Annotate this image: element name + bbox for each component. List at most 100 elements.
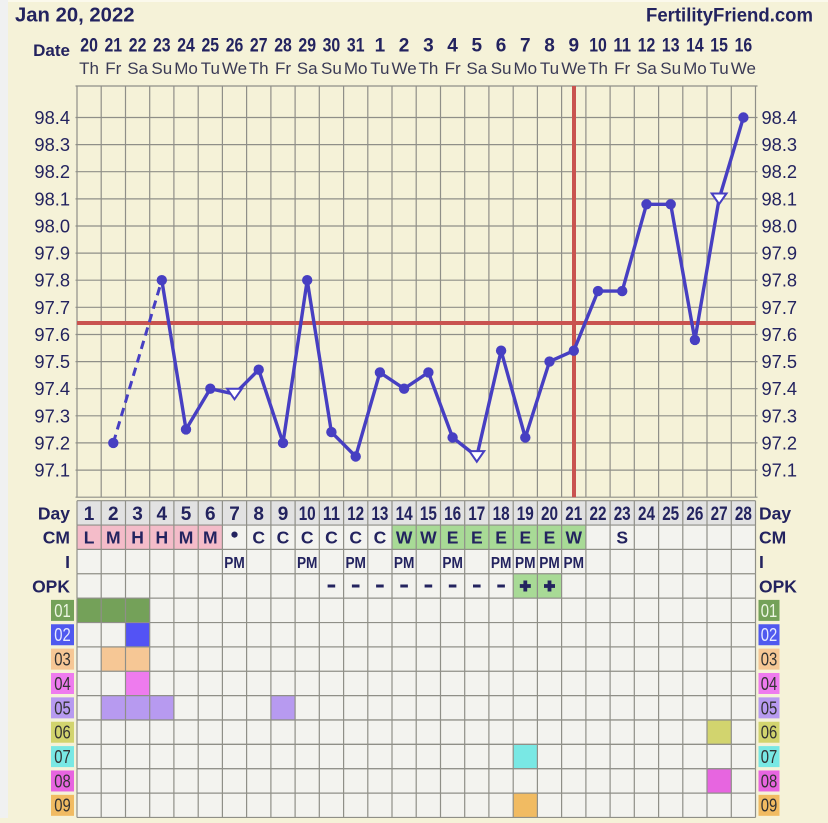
svg-text:Tu: Tu <box>201 59 220 78</box>
svg-text:Sa: Sa <box>297 59 318 78</box>
svg-text:E: E <box>519 528 531 548</box>
svg-text:C: C <box>252 528 265 548</box>
svg-text:31: 31 <box>347 36 365 57</box>
svg-text:C: C <box>374 528 387 548</box>
svg-text:21: 21 <box>565 504 582 525</box>
svg-text:M: M <box>106 528 121 548</box>
svg-text:25: 25 <box>202 36 220 57</box>
svg-text:97.5: 97.5 <box>34 351 70 372</box>
svg-text:Day: Day <box>759 503 791 523</box>
svg-text:Tu: Tu <box>709 59 728 78</box>
svg-text:20: 20 <box>80 36 98 57</box>
svg-text:Tu: Tu <box>370 59 389 78</box>
svg-text:97.6: 97.6 <box>762 324 798 345</box>
svg-text:97.7: 97.7 <box>762 297 798 318</box>
svg-text:19: 19 <box>517 504 534 525</box>
svg-text:01: 01 <box>54 601 71 621</box>
svg-text:PM: PM <box>442 555 463 572</box>
svg-text:6: 6 <box>205 504 216 525</box>
svg-text:97.1: 97.1 <box>34 460 70 481</box>
svg-text:24: 24 <box>177 36 195 57</box>
svg-text:7: 7 <box>520 36 531 57</box>
svg-text:98.4: 98.4 <box>762 107 798 128</box>
svg-text:Th: Th <box>79 59 99 78</box>
svg-text:97.8: 97.8 <box>34 270 70 291</box>
svg-text:L: L <box>84 528 95 548</box>
svg-text:OPK: OPK <box>759 576 797 596</box>
svg-text:Fr: Fr <box>445 59 461 78</box>
svg-text:97.4: 97.4 <box>34 378 70 399</box>
svg-text:M: M <box>179 528 194 548</box>
svg-text:12: 12 <box>638 36 656 57</box>
svg-text:27: 27 <box>250 36 268 57</box>
svg-text:21: 21 <box>105 36 123 57</box>
svg-text:Th: Th <box>588 59 608 78</box>
svg-text:Sa: Sa <box>127 59 148 78</box>
svg-text:M: M <box>203 528 218 548</box>
svg-text:Mo: Mo <box>174 59 198 78</box>
svg-text:97.5: 97.5 <box>762 351 798 372</box>
svg-text:02: 02 <box>54 625 71 645</box>
svg-text:5: 5 <box>472 36 483 57</box>
svg-text:97.9: 97.9 <box>762 243 798 264</box>
svg-text:97.9: 97.9 <box>34 243 70 264</box>
svg-text:Mo: Mo <box>344 59 368 78</box>
svg-text:Fr: Fr <box>275 59 291 78</box>
svg-text:05: 05 <box>54 698 71 718</box>
svg-text:07: 07 <box>761 747 778 767</box>
svg-text:Mo: Mo <box>683 59 707 78</box>
svg-text:PM: PM <box>297 555 318 572</box>
svg-text:Tu: Tu <box>540 59 559 78</box>
svg-text:05: 05 <box>761 698 778 718</box>
svg-text:Day: Day <box>38 503 70 523</box>
svg-text:98.1: 98.1 <box>34 188 70 209</box>
svg-text:PM: PM <box>564 555 585 572</box>
svg-text:C: C <box>277 528 290 548</box>
svg-text:25: 25 <box>662 504 679 525</box>
svg-text:06: 06 <box>54 723 71 743</box>
svg-text:PM: PM <box>345 555 366 572</box>
svg-text:1: 1 <box>375 36 386 57</box>
svg-text:13: 13 <box>371 504 388 525</box>
svg-text:I: I <box>759 552 764 572</box>
svg-text:18: 18 <box>493 504 510 525</box>
svg-text:09: 09 <box>761 796 778 816</box>
svg-text:8: 8 <box>253 504 264 525</box>
svg-text:98.3: 98.3 <box>34 134 70 155</box>
svg-text:28: 28 <box>735 504 752 525</box>
svg-text:PM: PM <box>491 555 512 572</box>
svg-text:E: E <box>447 528 459 548</box>
svg-text:E: E <box>471 528 483 548</box>
svg-text:Mo: Mo <box>513 59 537 78</box>
svg-text:02: 02 <box>761 625 778 645</box>
svg-text:4: 4 <box>157 504 168 525</box>
svg-text:W: W <box>566 528 583 548</box>
svg-text:H: H <box>131 528 144 548</box>
svg-text:14: 14 <box>686 36 704 57</box>
svg-text:30: 30 <box>323 36 341 57</box>
svg-text:9: 9 <box>278 504 289 525</box>
svg-text:08: 08 <box>761 771 778 791</box>
svg-text:04: 04 <box>54 674 71 694</box>
svg-text:OPK: OPK <box>32 576 70 596</box>
svg-text:Date: Date <box>33 41 70 60</box>
svg-text:26: 26 <box>226 36 244 57</box>
svg-text:10: 10 <box>589 36 607 57</box>
svg-text:22: 22 <box>590 504 607 525</box>
svg-text:98.0: 98.0 <box>762 216 798 237</box>
svg-text:CM: CM <box>759 528 786 548</box>
svg-text:FertilityFriend.com: FertilityFriend.com <box>646 5 813 27</box>
svg-text:97.6: 97.6 <box>34 324 70 345</box>
svg-text:E: E <box>544 528 556 548</box>
svg-text:Th: Th <box>249 59 269 78</box>
svg-text:1: 1 <box>84 504 95 525</box>
svg-text:97.1: 97.1 <box>762 460 798 481</box>
svg-text:Su: Su <box>660 59 681 78</box>
svg-text:PM: PM <box>539 555 560 572</box>
svg-text:H: H <box>155 528 168 548</box>
svg-text:01: 01 <box>761 601 778 621</box>
svg-text:17: 17 <box>468 504 485 525</box>
svg-text:Fr: Fr <box>105 59 121 78</box>
svg-text:Su: Su <box>151 59 172 78</box>
svg-text:E: E <box>495 528 507 548</box>
